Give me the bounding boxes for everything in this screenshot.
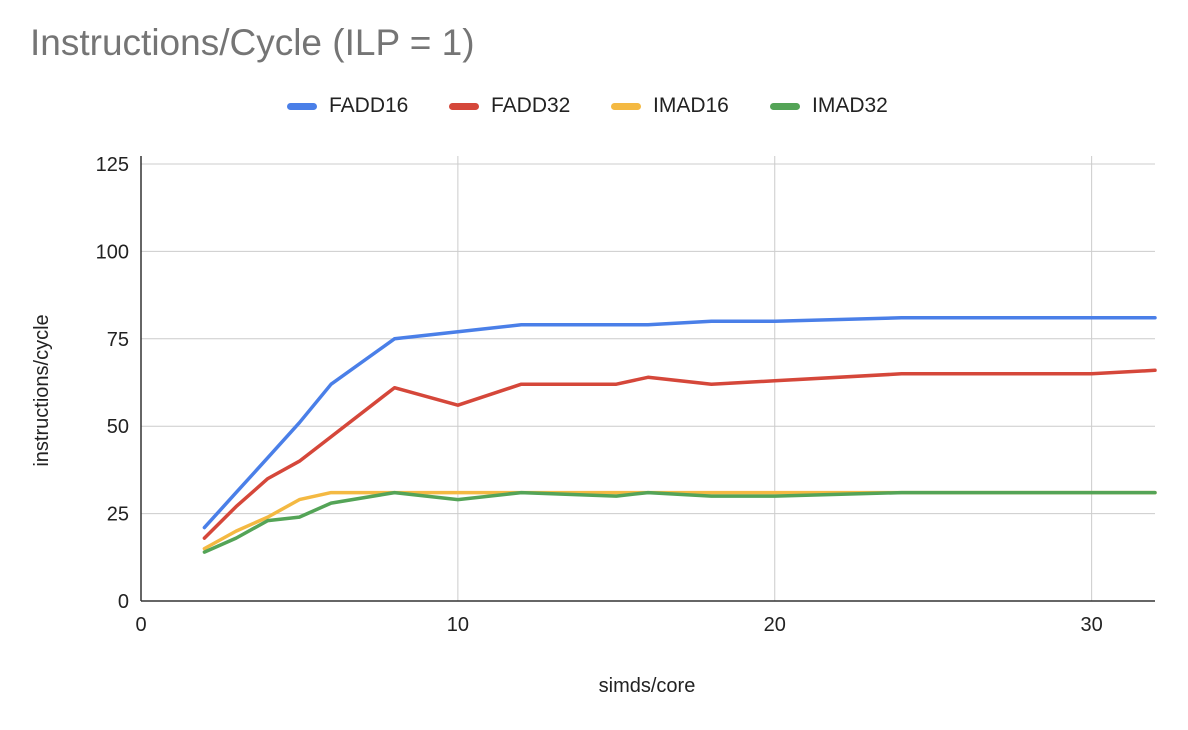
legend-swatch-imad32 (770, 102, 800, 110)
y-tick-label: 100 (96, 241, 129, 263)
series-line-fadd16 (202, 316, 1157, 530)
legend-label-imad16: IMAD16 (653, 94, 729, 117)
legend-swatch-imad16 (611, 102, 641, 110)
y-tick-label: 125 (96, 154, 129, 176)
legend-swatch-fadd32 (449, 102, 479, 110)
series-line-imad32 (202, 490, 1157, 554)
x-axis-title: simds/core (599, 675, 696, 697)
tick-labels: 0 25 50 75 100 125 0 10 20 30 (96, 154, 1103, 636)
x-tick-label: 30 (1081, 614, 1103, 636)
legend-item-imad32[interactable]: IMAD32 (770, 92, 888, 120)
x-tick-label: 0 (135, 614, 146, 636)
y-tick-label: 25 (107, 504, 129, 526)
axes (140, 156, 1155, 602)
chart-title: Instructions/Cycle (ILP = 1) (30, 22, 475, 63)
x-tick-label: 10 (447, 614, 469, 636)
legend-label-imad32: IMAD32 (812, 94, 888, 117)
series-lines (202, 316, 1157, 554)
legend-swatch-fadd16 (287, 102, 317, 110)
y-tick-label: 75 (107, 329, 129, 351)
legend-label-fadd16: FADD16 (329, 94, 409, 117)
x-tick-label: 20 (764, 614, 786, 636)
series-line-fadd32 (202, 368, 1157, 540)
legend-item-fadd32[interactable]: FADD32 (449, 92, 570, 120)
y-tick-label: 50 (107, 416, 129, 438)
legend-label-fadd32: FADD32 (491, 94, 571, 117)
y-tick-label: 0 (118, 591, 129, 613)
legend: FADD16 FADD32 IMAD16 IMAD32 (0, 92, 1188, 120)
legend-item-imad16[interactable]: IMAD16 (611, 92, 729, 120)
legend-item-fadd16[interactable]: FADD16 (287, 92, 408, 120)
y-axis-title: instructions/cycle (31, 314, 53, 466)
